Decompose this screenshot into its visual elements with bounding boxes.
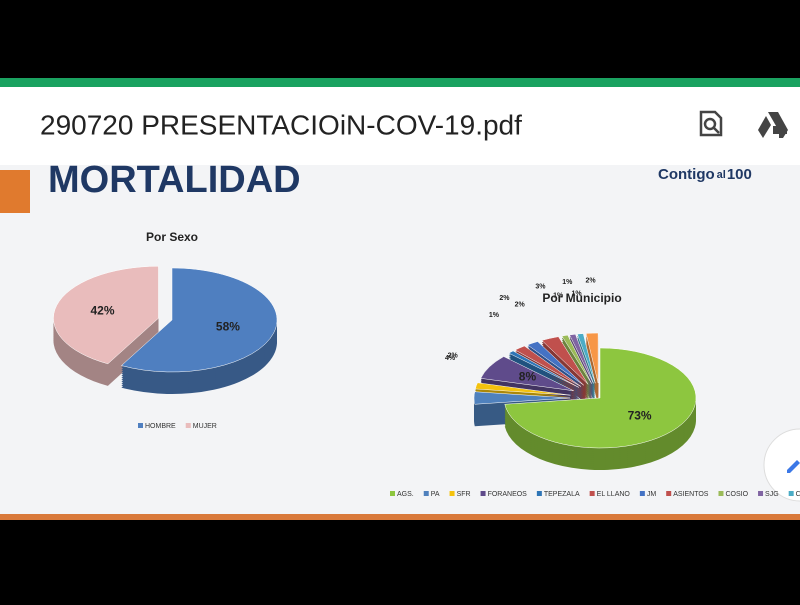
data-label: 4% (445, 355, 456, 362)
edit-button[interactable] (763, 428, 800, 502)
legend-swatch (390, 491, 395, 496)
legend-label: CALVILLO (796, 491, 800, 498)
pie-slice (473, 391, 571, 405)
pie-slice (504, 347, 697, 449)
legend-label: PA (431, 491, 440, 498)
search-icon[interactable] (699, 110, 723, 137)
edit-icon (787, 460, 800, 473)
slice-side (508, 354, 579, 392)
pie-slice (576, 333, 596, 384)
legend-swatch (185, 423, 191, 428)
pie-slice (508, 350, 579, 388)
pie-slice (474, 382, 571, 396)
pie-slice (569, 333, 594, 384)
file-title: 290720 PRESENTACIOiN-COV-19.pdf (40, 109, 522, 140)
logo: Contigo al100 (658, 166, 752, 183)
legend-swatch (423, 491, 429, 496)
legend-label: HOMBRE (145, 423, 176, 430)
legend-label: EL LLANO (597, 491, 631, 498)
pie-slice (561, 334, 592, 384)
legend-label: SJG (765, 491, 779, 498)
legend-label: TEPEZALA (544, 491, 580, 498)
legend-swatch (138, 423, 143, 428)
slide-footer-line (0, 514, 800, 520)
slice-side (561, 337, 592, 386)
pie-slice (514, 345, 582, 387)
data-label: 8% (519, 370, 537, 384)
pie-slice (541, 336, 589, 385)
pie-slice (526, 341, 585, 386)
data-label: 73% (628, 408, 652, 422)
legend-swatch (788, 491, 794, 496)
slice-side (561, 341, 592, 390)
data-label: 1% (571, 290, 582, 297)
legend-label: MUJER (193, 423, 217, 430)
data-label: 2% (586, 277, 597, 284)
data-label: 2% (499, 295, 510, 302)
legend-swatch (758, 491, 764, 496)
legend-swatch (666, 491, 672, 496)
legend-label: FORANEOS (488, 491, 528, 498)
legend-label: AGS. (397, 491, 414, 498)
chart-title: Por Municipio (542, 291, 621, 305)
data-label: 42% (90, 303, 114, 317)
slice-side (508, 356, 579, 394)
slice-side (577, 335, 596, 386)
data-label: 58% (216, 319, 240, 333)
status-strip (0, 78, 800, 87)
pie-slice (120, 267, 278, 373)
legend-label: ASIENTOS (673, 491, 709, 498)
slice-side (577, 337, 596, 388)
legend-swatch (536, 491, 542, 496)
slide-heading: MORTALIDAD (48, 159, 301, 201)
slice-side (569, 336, 594, 386)
data-label: 3% (535, 284, 546, 291)
chart-title: Por Sexo (146, 230, 198, 244)
legend-label: SFR (457, 491, 471, 498)
data-label: 1% (489, 312, 500, 319)
data-label: 1% (553, 292, 564, 299)
legend-swatch (639, 491, 645, 496)
pie-slice (480, 356, 574, 392)
toolbar (0, 87, 800, 165)
drive-icon[interactable] (758, 112, 788, 138)
legend-label: JM (647, 491, 657, 498)
data-label: 1% (562, 279, 573, 286)
legend-swatch (718, 491, 724, 496)
legend-swatch (480, 491, 486, 496)
pie-slice (585, 332, 599, 384)
top-bar (0, 0, 800, 78)
pie-slice (53, 266, 159, 365)
data-label: 2% (515, 301, 526, 308)
accent-bar (0, 170, 30, 213)
slice-side (561, 339, 592, 388)
legend-swatch (589, 491, 595, 496)
slice-side (508, 352, 579, 390)
bottom-bar (0, 520, 800, 600)
data-label: 2% (448, 352, 459, 359)
legend-label: COSIO (725, 491, 748, 498)
legend-swatch (449, 491, 455, 496)
